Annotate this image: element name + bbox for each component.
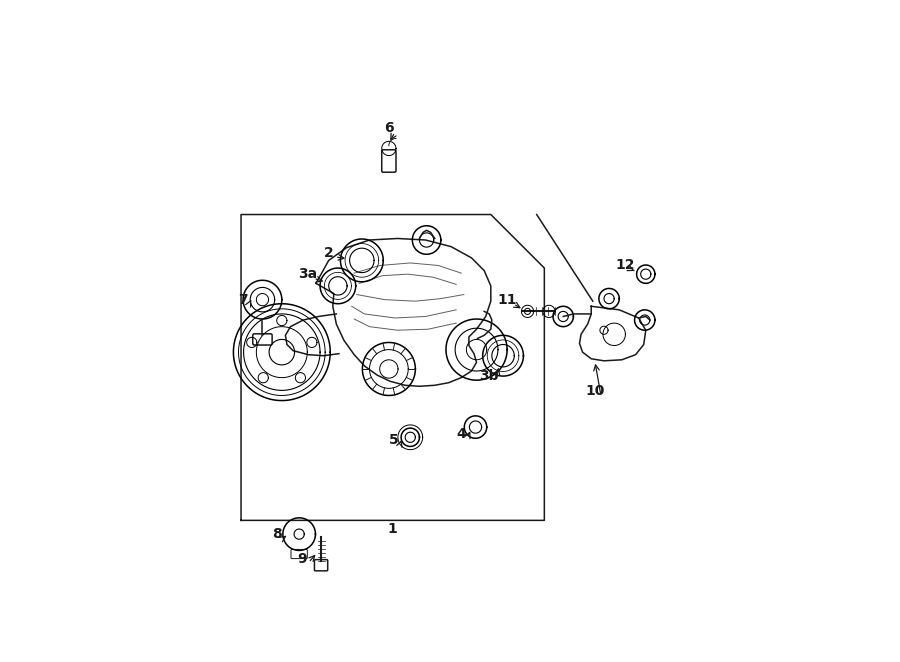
Text: 5: 5: [389, 434, 399, 448]
Text: 8: 8: [272, 527, 282, 541]
Text: 7: 7: [238, 293, 248, 307]
Text: 1: 1: [388, 522, 397, 536]
Text: 3a: 3a: [298, 267, 317, 281]
Text: 3b: 3b: [480, 369, 499, 383]
Text: 2: 2: [324, 246, 334, 260]
Text: 12: 12: [616, 258, 635, 273]
Text: 4: 4: [456, 427, 466, 441]
Text: 9: 9: [297, 551, 307, 565]
Text: 6: 6: [384, 121, 393, 135]
Text: 10: 10: [585, 385, 605, 399]
Text: 11: 11: [498, 293, 517, 307]
